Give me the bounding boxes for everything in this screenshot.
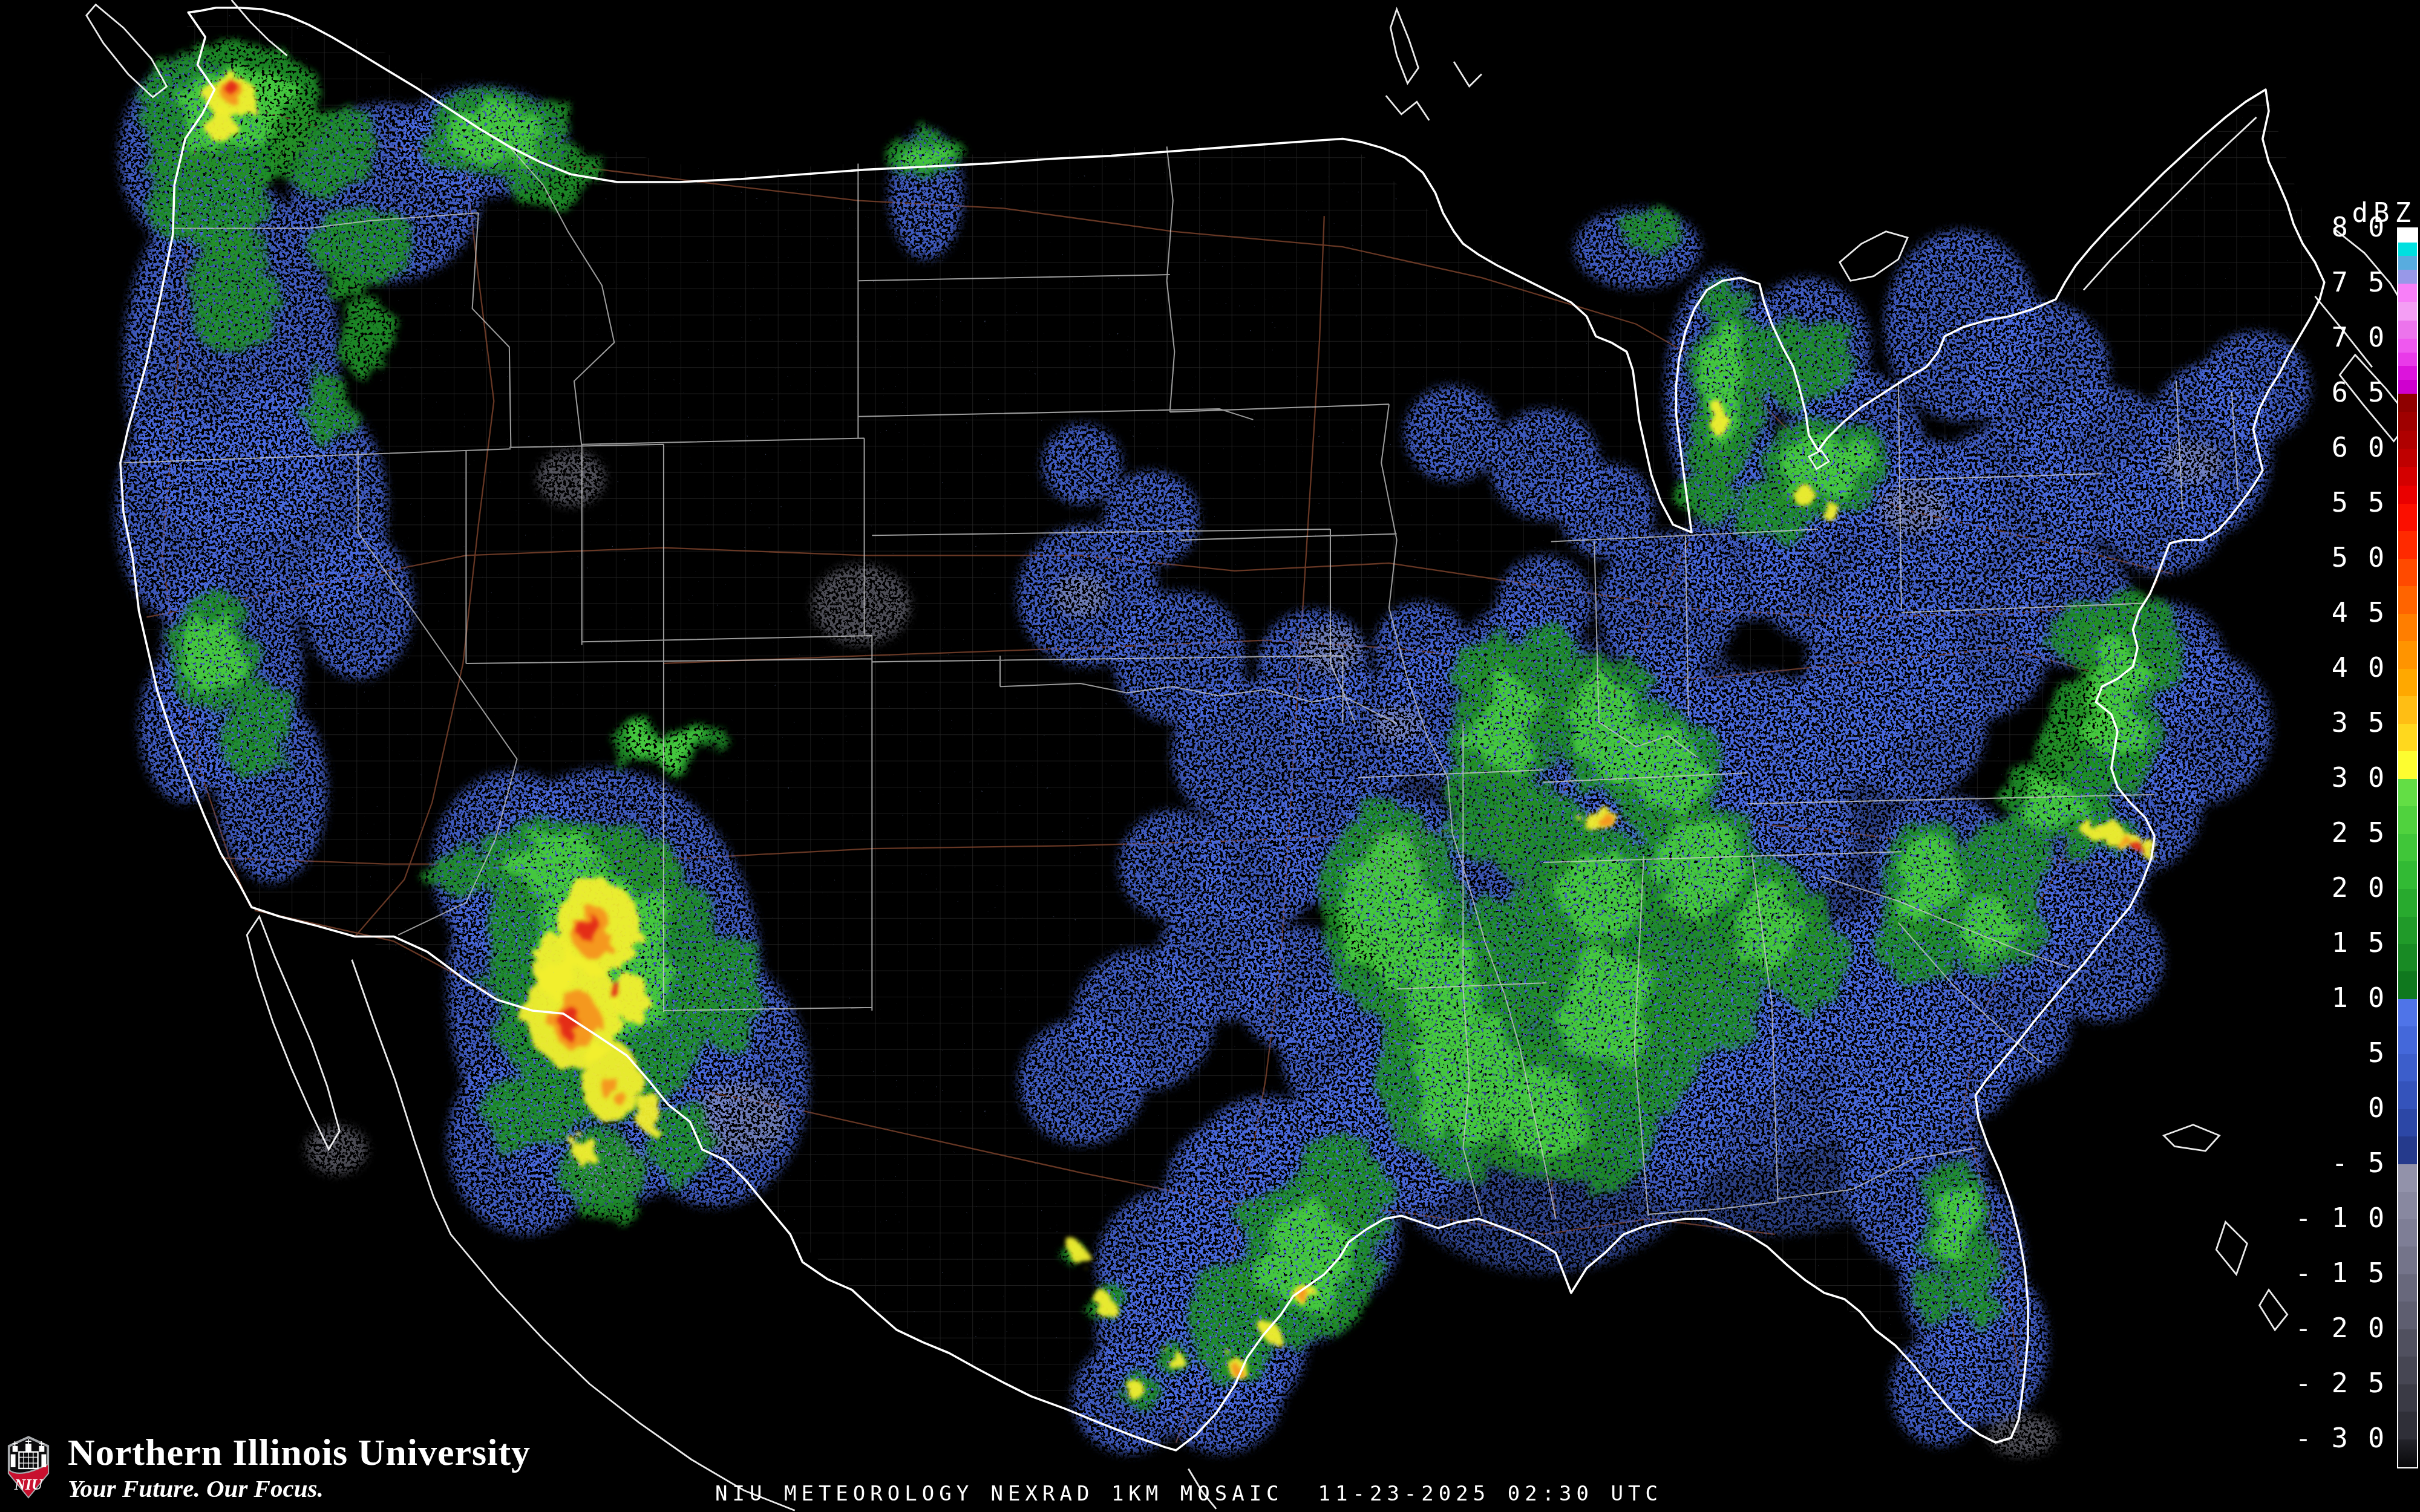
colorbar-tick-label: 5 (2368, 1039, 2386, 1066)
radar-echo-orange (1300, 1291, 1312, 1303)
radar-mosaic-screen: 8 07 57 06 56 05 55 04 54 03 53 02 52 01… (0, 0, 2420, 1512)
colorbar-cell (2398, 559, 2417, 614)
colorbar-cell (2398, 1274, 2417, 1329)
niu-logo: NIU Northern Illinois University Your Fu… (5, 1429, 531, 1506)
colorbar-tick-label: - 5 (2332, 1149, 2386, 1176)
colorbar-cell (2398, 1384, 2417, 1439)
colorbar-tick-label: 4 0 (2332, 654, 2386, 681)
colorbar-tick-label: - 2 5 (2295, 1369, 2386, 1396)
university-tagline: Your Future. Our Focus. (68, 1476, 531, 1501)
colorbar-tick-label: - 2 0 (2295, 1314, 2386, 1341)
colorbar-cell (2398, 724, 2417, 779)
colorbar-tick-label: 1 0 (2332, 984, 2386, 1011)
colorbar-cell (2398, 339, 2417, 394)
colorbar-cell (2398, 1219, 2417, 1274)
colorbar-cell (2398, 1164, 2417, 1219)
colorbar-cell (2398, 1054, 2417, 1109)
colorbar-tick-label: 6 0 (2332, 434, 2386, 461)
colorbar-cell (2398, 999, 2417, 1054)
colorbar-cell (2398, 944, 2417, 999)
colorbar-cell (2398, 394, 2417, 449)
radar-echo-green (482, 1074, 574, 1155)
colorbar-tick-label: 3 0 (2332, 764, 2386, 791)
radar-echo-yellow (636, 1092, 664, 1132)
colorbar-tick-label: 2 5 (2332, 819, 2386, 846)
radar-echo-orange (602, 1077, 621, 1102)
shield-acronym: NIU (14, 1476, 44, 1493)
colorbar-tick-label: 6 5 (2332, 379, 2386, 406)
colorbar-cell (2398, 449, 2417, 504)
conus-radar-map (0, 0, 2420, 1512)
university-name: Northern Illinois University (68, 1433, 531, 1471)
colorbar-tick-label: 4 5 (2332, 599, 2386, 626)
colorbar-tick-label: 1 5 (2332, 929, 2386, 956)
colorbar-cell (2398, 614, 2417, 669)
niu-shield-icon: NIU (5, 1429, 52, 1506)
colorbar-tick-label: 2 0 (2332, 874, 2386, 901)
colorbar-cell (2398, 889, 2417, 944)
colorbar-cell (2398, 1109, 2417, 1164)
colorbar-tick-label: 3 5 (2332, 709, 2386, 736)
colorbar-tick-label: - 1 5 (2295, 1259, 2386, 1286)
colorbar-tick-label: 7 5 (2332, 269, 2386, 296)
reflectivity-colorbar (2397, 227, 2418, 1468)
colorbar-cell (2398, 229, 2417, 284)
colorbar-cell (2398, 834, 2417, 889)
colorbar-tick-label: - 1 0 (2295, 1204, 2386, 1231)
colorbar-cell-below-min (2398, 1439, 2417, 1467)
colorbar-tick-label: 5 0 (2332, 544, 2386, 571)
colorbar-cell (2398, 669, 2417, 724)
radar-echo-green (1624, 213, 1683, 253)
radar-echo-gray (306, 1125, 367, 1175)
radar-echo-yellow (574, 1134, 596, 1168)
colorbar-cell (2398, 779, 2417, 834)
colorbar-unit-label: dBZ (2352, 200, 2416, 226)
colorbar-tick-label: 0 (2368, 1094, 2386, 1121)
colorbar-cell (2398, 504, 2417, 559)
colorbar-tick-label: 5 5 (2332, 489, 2386, 516)
colorbar-cell (2398, 1329, 2417, 1384)
colorbar-tick-label: 7 0 (2332, 324, 2386, 351)
colorbar-tick-label: - 3 0 (2295, 1424, 2386, 1452)
colorbar-cell (2398, 284, 2417, 339)
